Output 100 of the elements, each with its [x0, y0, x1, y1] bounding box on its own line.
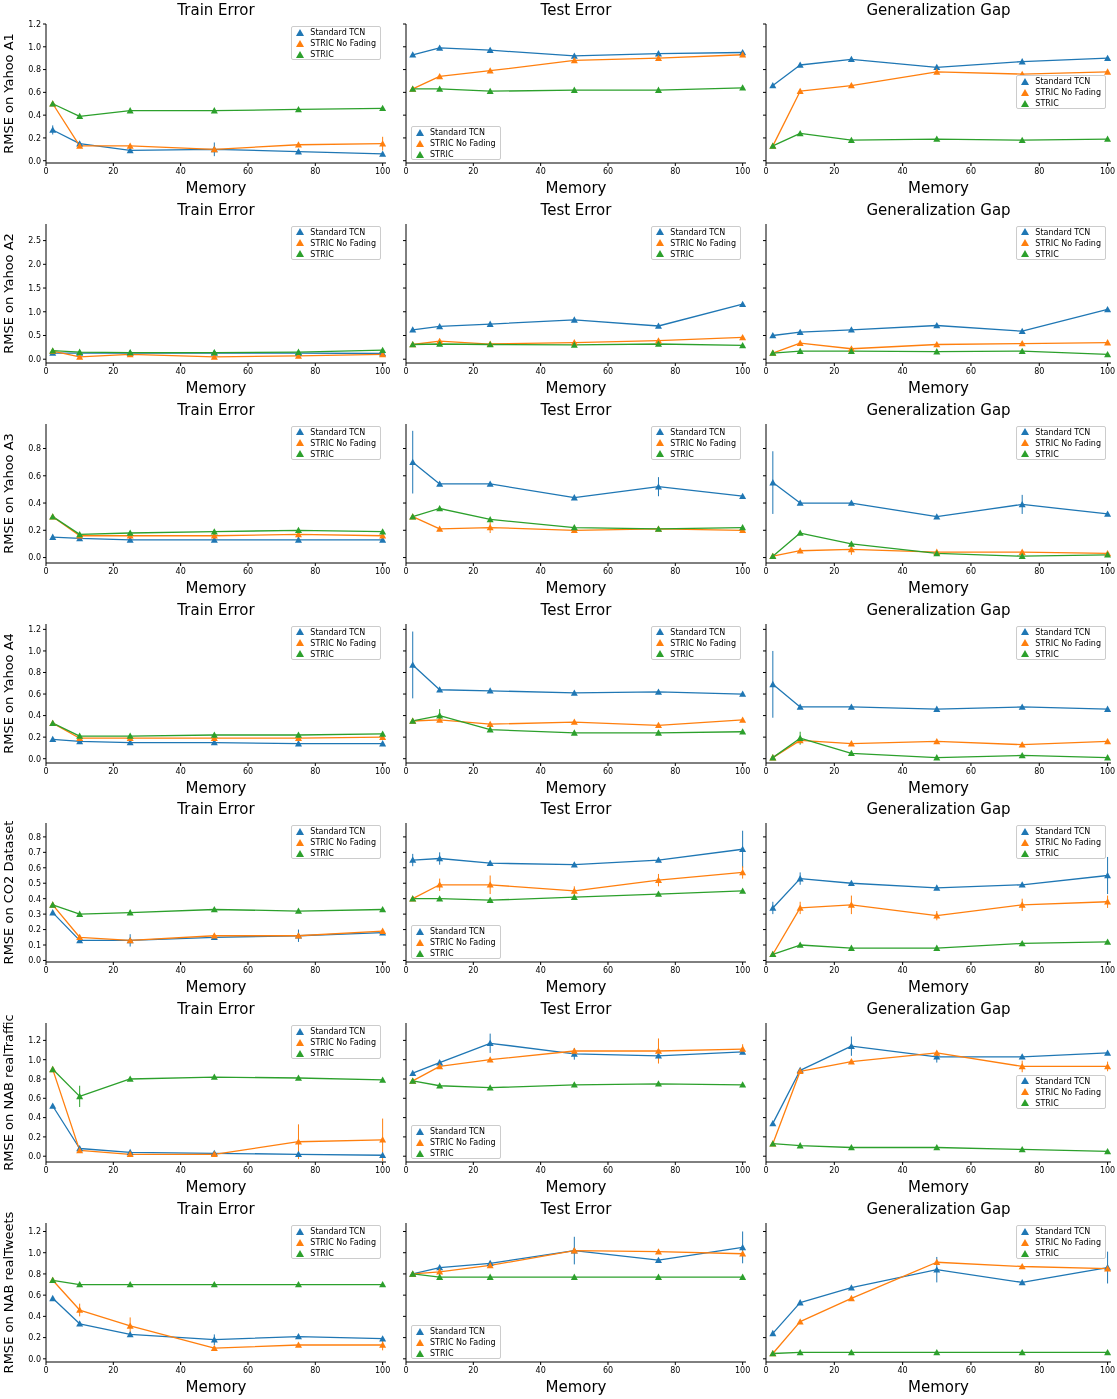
- x-tick-label: 40: [535, 766, 546, 776]
- legend-label: Standard TCN: [430, 926, 485, 938]
- y-tick-label: 1.0: [28, 1055, 41, 1065]
- legend-label: Standard TCN: [430, 1126, 485, 1138]
- y-tick-label: 1.5: [28, 283, 41, 293]
- x-tick-label: 100: [734, 1365, 751, 1375]
- x-tick-label: 40: [535, 1365, 546, 1375]
- x-tick-label: 20: [108, 366, 119, 376]
- legend-label: Standard TCN: [670, 226, 726, 238]
- x-tick-label: 60: [965, 1165, 977, 1175]
- x-tick-label: 60: [242, 366, 254, 376]
- x-tick-label: 20: [468, 1165, 479, 1175]
- y-tick-label: 1.0: [28, 1248, 41, 1258]
- x-tick-label: 20: [108, 166, 119, 176]
- x-tick-label: 40: [535, 366, 546, 376]
- x-axis-title: Memory: [907, 778, 970, 797]
- x-tick-label: 100: [374, 1365, 391, 1375]
- legend-label: STRIC: [310, 248, 334, 260]
- legend-label: STRIC: [670, 648, 694, 660]
- legend-label: STRIC: [1035, 648, 1059, 660]
- x-tick-label: 80: [670, 1365, 681, 1375]
- x-tick-label: 20: [829, 166, 840, 176]
- x-tick-label: 20: [468, 366, 479, 376]
- x-tick-label: 0: [763, 166, 769, 176]
- x-tick-label: 40: [897, 566, 908, 576]
- x-axis-title: Memory: [907, 179, 970, 197]
- y-tick-label: 0.2: [28, 1333, 41, 1343]
- x-tick-label: 40: [175, 766, 186, 776]
- y-tick-label: 0.0: [28, 553, 41, 563]
- legend-label: STRIC: [430, 149, 454, 160]
- x-tick-label: 60: [965, 166, 977, 176]
- x-tick-label: 60: [965, 366, 977, 376]
- x-tick-label: 100: [374, 966, 391, 976]
- x-tick-label: 0: [763, 566, 769, 576]
- x-tick-label: 80: [310, 1365, 321, 1375]
- x-tick-label: 80: [310, 566, 321, 576]
- x-tick-label: 40: [535, 566, 546, 576]
- legend-label: STRIC No Fading: [310, 237, 376, 249]
- y-tick-label: 0.6: [28, 1094, 41, 1104]
- x-tick-label: 80: [310, 166, 321, 176]
- x-axis-title: Memory: [907, 1178, 970, 1197]
- x-tick-label: 40: [897, 366, 908, 376]
- legend-label: STRIC No Fading: [670, 637, 736, 649]
- x-axis-title: Memory: [185, 378, 247, 397]
- chart-title: Generalization Gap: [865, 799, 1012, 820]
- x-tick-label: 80: [310, 1165, 321, 1175]
- x-tick-label: 20: [829, 766, 840, 776]
- x-tick-label: 60: [602, 966, 614, 976]
- legend-label: STRIC No Fading: [1035, 837, 1101, 849]
- legend-label: STRIC No Fading: [310, 38, 376, 49]
- x-tick-label: 0: [403, 966, 409, 976]
- x-tick-label: 0: [763, 366, 769, 376]
- x-axis-title: Memory: [185, 179, 247, 197]
- x-tick-label: 80: [670, 966, 681, 976]
- x-tick-label: 40: [897, 1365, 908, 1375]
- legend-label: Standard TCN: [310, 826, 366, 838]
- chart-title: Train Error: [176, 199, 256, 220]
- y-tick-label: 0.8: [28, 833, 41, 843]
- x-axis-title: Memory: [545, 978, 607, 997]
- x-axis-title: Memory: [185, 1178, 247, 1197]
- legend-label: STRIC No Fading: [1035, 637, 1101, 649]
- y-tick-label: 0.0: [28, 754, 41, 764]
- legend-label: STRIC: [430, 1148, 454, 1160]
- y-tick-label: 0.2: [28, 525, 41, 535]
- legend-label: STRIC: [1035, 248, 1059, 260]
- y-tick-label: 0.1: [28, 941, 41, 951]
- x-tick-label: 80: [310, 766, 321, 776]
- x-tick-label: 0: [763, 966, 769, 976]
- legend-label: STRIC No Fading: [310, 1237, 376, 1249]
- x-tick-label: 0: [43, 766, 49, 776]
- x-tick-label: 100: [734, 1165, 751, 1175]
- x-tick-label: 60: [242, 766, 254, 776]
- x-tick-label: 80: [1034, 366, 1045, 376]
- x-tick-label: 0: [403, 566, 409, 576]
- x-tick-label: 60: [242, 966, 254, 976]
- legend-label: STRIC No Fading: [310, 637, 376, 649]
- x-tick-label: 100: [374, 566, 391, 576]
- x-tick-label: 100: [374, 166, 391, 176]
- chart-title: Test Error: [539, 0, 613, 20]
- x-tick-label: 20: [468, 566, 479, 576]
- x-axis-title: Memory: [907, 1378, 970, 1397]
- y-tick-label: 0.0: [28, 156, 41, 166]
- x-tick-label: 20: [468, 966, 479, 976]
- legend-label: STRIC No Fading: [430, 1337, 496, 1349]
- y-tick-label: 0.0: [28, 1152, 41, 1162]
- y-tick-label: 1.0: [28, 646, 41, 656]
- x-tick-label: 60: [602, 366, 614, 376]
- x-tick-label: 60: [242, 566, 254, 576]
- y-tick-label: 0.6: [28, 689, 41, 699]
- x-axis-title: Memory: [545, 1178, 607, 1197]
- x-tick-label: 60: [242, 1365, 254, 1375]
- y-tick-label: 0.5: [28, 879, 41, 889]
- y-tick-label: 0.4: [28, 1312, 41, 1322]
- chart-title: Generalization Gap: [865, 999, 1012, 1020]
- x-tick-label: 20: [468, 166, 479, 176]
- x-tick-label: 40: [897, 166, 908, 176]
- x-tick-label: 60: [242, 166, 254, 176]
- x-tick-label: 100: [734, 766, 751, 776]
- legend-label: Standard TCN: [1035, 626, 1091, 638]
- x-tick-label: 80: [670, 566, 681, 576]
